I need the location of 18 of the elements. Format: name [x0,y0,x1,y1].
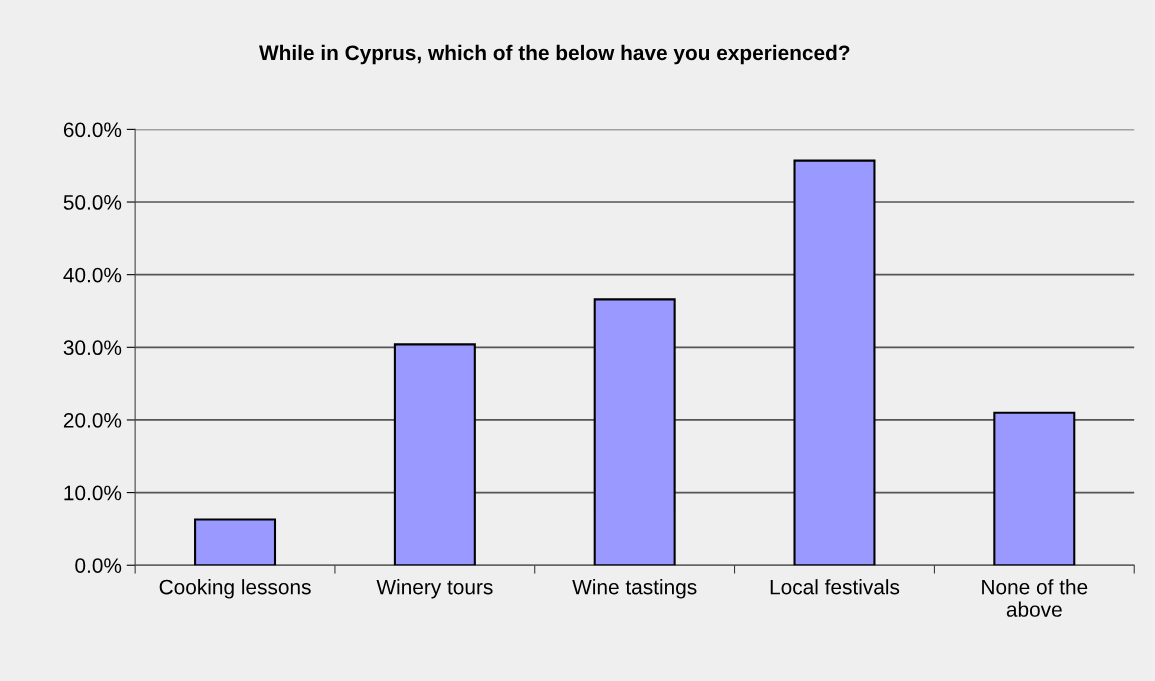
x-tick-label: Winery tours [376,579,493,599]
x-tick-label: Wine tastings [572,579,697,599]
bar [393,343,476,566]
chart-title: While in Cyprus, which of the below have you experienced? [259,44,850,65]
y-tick-label: 10.0% [64,485,122,501]
bar [194,518,277,566]
y-tick-label: 50.0% [63,195,122,210]
y-tick-label: 40.0% [63,267,122,283]
bar [793,159,876,566]
y-tick-label: 60.0% [63,122,122,138]
bar [993,411,1076,566]
x-tick-label: Local festivals [770,579,900,595]
bar [593,298,676,566]
x-tick-label: Cooking lessons [159,579,311,599]
y-tick-label: 0.0% [75,558,122,573]
y-tick-label: 20.0% [63,412,122,428]
y-tick-label: 30.0% [63,340,122,356]
x-tick-label: None of the above [982,579,1088,617]
